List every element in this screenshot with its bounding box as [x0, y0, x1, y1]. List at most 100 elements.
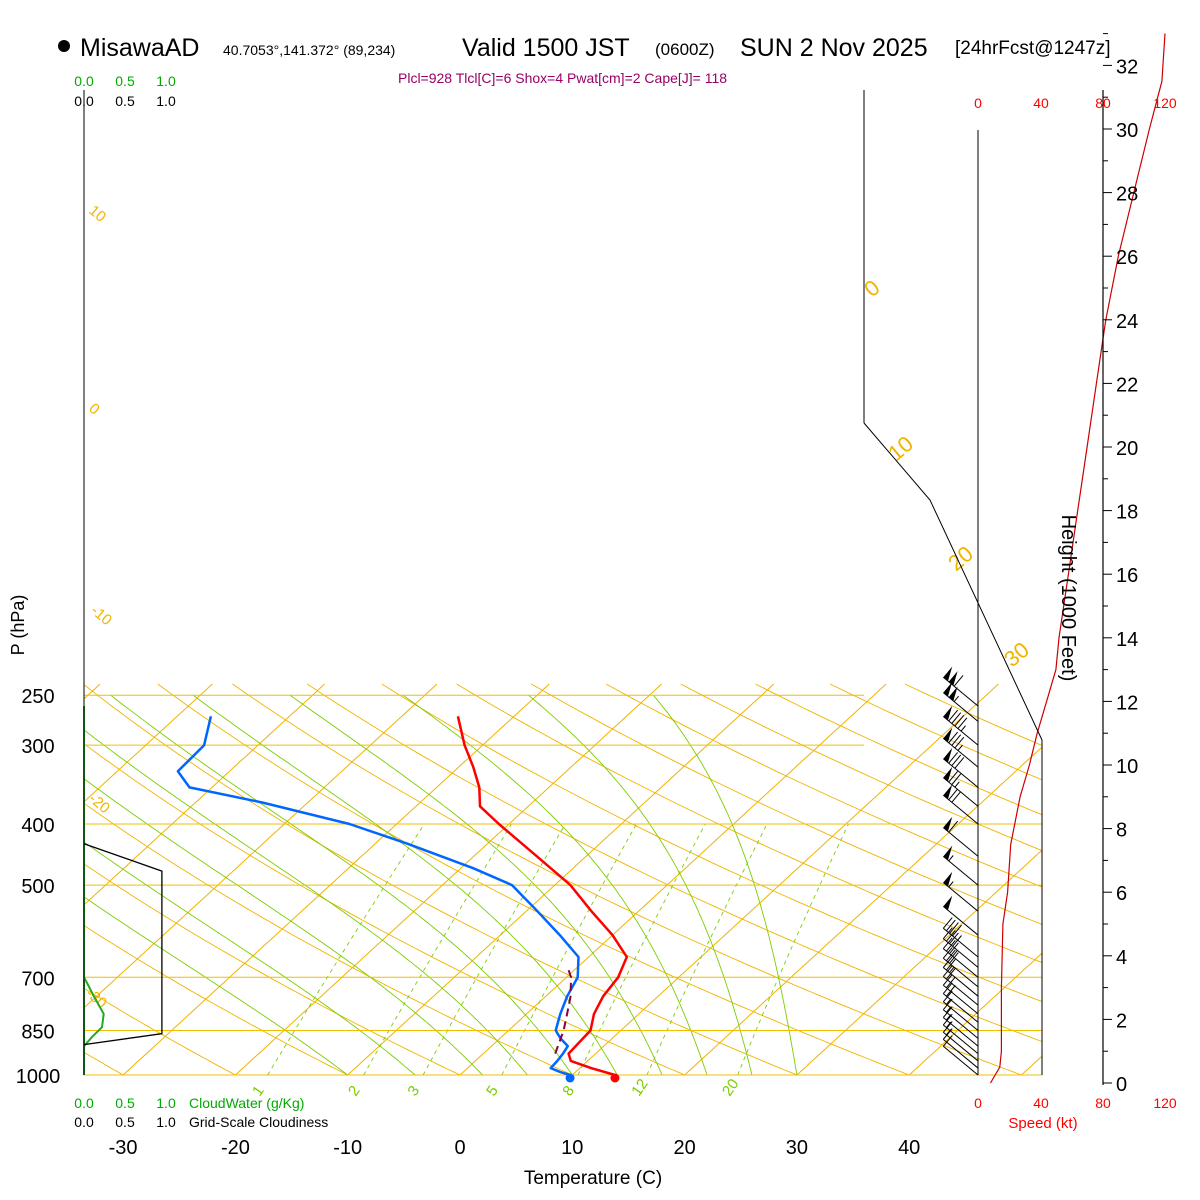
wind-barb-staff — [942, 1039, 979, 1069]
dry-adiabat-line — [84, 802, 574, 1075]
pressure-tick-label: 300 — [21, 736, 54, 758]
wind-barb-staff — [942, 967, 979, 997]
wind-barb-flag — [946, 930, 956, 942]
wind-barb-flag — [942, 1028, 953, 1040]
wind-barb-halfflag — [960, 725, 966, 732]
wind-barb — [942, 1035, 979, 1076]
wind-barb — [942, 937, 979, 978]
isotherm-label: 10 — [883, 431, 918, 466]
speed-bottom-tick-label: 40 — [1033, 1095, 1049, 1111]
wind-barb-flag — [951, 754, 962, 767]
wind-barb-staff — [942, 1031, 979, 1062]
isotherm-line — [571, 683, 999, 1075]
pressure-tick-label: 250 — [21, 686, 54, 708]
isotherm-label: 0 — [859, 275, 884, 302]
temperature-tick-label: 0 — [454, 1137, 465, 1159]
isotherm-label: 0 — [85, 400, 102, 418]
wind-barb-flag — [951, 773, 962, 785]
wind-barb-flag — [942, 917, 953, 929]
wind-barb-pennant — [943, 705, 953, 721]
isotherm-line — [459, 683, 887, 1075]
pressure-tick-label: 1000 — [16, 1066, 61, 1088]
surface-temperature-marker — [610, 1073, 620, 1083]
height-tick-label: 10 — [1116, 756, 1138, 778]
pressure-axis-title: P (hPa) — [8, 595, 28, 656]
moist-adiabat-line — [84, 778, 483, 1075]
wind-barb-halfflag — [948, 855, 954, 862]
isotherm-label: 10 — [85, 202, 109, 226]
height-tick-label: 16 — [1116, 565, 1138, 587]
wind-barb-flag — [942, 982, 953, 994]
height-tick-label: 4 — [1116, 947, 1127, 969]
isotherm-line — [346, 683, 775, 1075]
moist-adiabat-line — [289, 694, 663, 1075]
surface-dewpoint-marker — [565, 1073, 575, 1083]
isotherm-label: 30 — [999, 637, 1034, 672]
isotherm-line — [84, 683, 438, 1009]
temperature-axis-title: Temperature (C) — [524, 1168, 662, 1189]
speed-bottom-tick-label: 120 — [1153, 1095, 1177, 1111]
wind-barb-flag — [957, 717, 968, 729]
isotherm-label: 20 — [943, 541, 978, 576]
pressure-tick-label: 700 — [21, 968, 54, 990]
dry-adiabat-line — [829, 683, 1042, 781]
wind-barb-halfflag — [952, 950, 958, 957]
wind-barb-flag — [951, 791, 962, 803]
speed-top-tick-label: 40 — [1033, 95, 1049, 111]
wind-barb-flag — [946, 940, 956, 952]
height-tick-label: 0 — [1116, 1074, 1127, 1096]
wind-barb-flag — [942, 998, 953, 1011]
wind-barb-flag — [948, 820, 959, 833]
height-tick-label: 26 — [1116, 247, 1138, 269]
wind-barb-pennant — [943, 766, 953, 782]
wind-barb-flag — [946, 985, 956, 997]
wind-barb-flag — [952, 935, 962, 947]
height-tick-label: 18 — [1116, 502, 1138, 524]
pressure-tick-label: 500 — [21, 876, 54, 898]
isotherm-line — [234, 683, 662, 1075]
speed-bottom-tick-label: 0 — [974, 1095, 982, 1111]
station-marker-icon — [58, 40, 70, 52]
wind-barb — [942, 982, 979, 1023]
height-tick-label: 30 — [1116, 120, 1138, 142]
isotherm-label: -10 — [87, 602, 115, 629]
wind-barb-staff — [942, 957, 979, 988]
wind-barb-pennant — [943, 666, 953, 682]
wind-barb-pennant — [943, 747, 953, 763]
wind-barb-staff — [942, 906, 979, 936]
wind-barb-staff — [942, 676, 979, 707]
dry-adiabat-line — [531, 683, 1042, 925]
mixing-ratio-line — [363, 823, 512, 1075]
temperature-tick-label: -30 — [109, 1137, 138, 1159]
dry-adiabat-line — [84, 924, 349, 1075]
wind-barb-halfflag — [954, 781, 960, 788]
cloudiness-scale-top-label: 0.0 — [74, 93, 94, 109]
cloudwater-profile-line — [83, 969, 105, 1075]
wind-barb — [942, 845, 979, 886]
wind-barb-flag — [951, 712, 962, 724]
wind-barb-pennant — [943, 895, 953, 911]
cloudwater-legend-label: CloudWater (g/Kg) — [189, 1095, 304, 1111]
dry-adiabat-line — [605, 683, 1042, 888]
cloudwater-scale-top-label: 1.0 — [156, 73, 176, 89]
wind-barb-staff — [942, 758, 979, 788]
wind-barb-flag — [949, 942, 959, 955]
wind-barb-staff — [942, 716, 979, 746]
wind-barb-flag — [942, 937, 953, 949]
dry-adiabat-line — [84, 743, 686, 1075]
mixing-ratio-label: 3 — [404, 1083, 423, 1100]
wind-barb — [942, 784, 979, 825]
height-tick-label: 28 — [1116, 184, 1138, 206]
speed-top-tick-label: 80 — [1095, 95, 1111, 111]
temperature-tick-label: 10 — [561, 1137, 583, 1159]
valid-zulu: (0600Z) — [655, 40, 715, 59]
wind-barb-halfflag — [948, 881, 954, 888]
mixing-ratio-label: 12 — [628, 1076, 651, 1099]
wind-barb-staff — [942, 794, 979, 825]
cloudiness-profile-line — [83, 843, 163, 1046]
wind-barb-staff — [942, 1009, 979, 1039]
pressure-tick-label: 400 — [21, 815, 54, 837]
speed-top-tick-label: 120 — [1153, 95, 1177, 111]
forecast-info: [24hrFcst@1247z] — [955, 38, 1111, 59]
